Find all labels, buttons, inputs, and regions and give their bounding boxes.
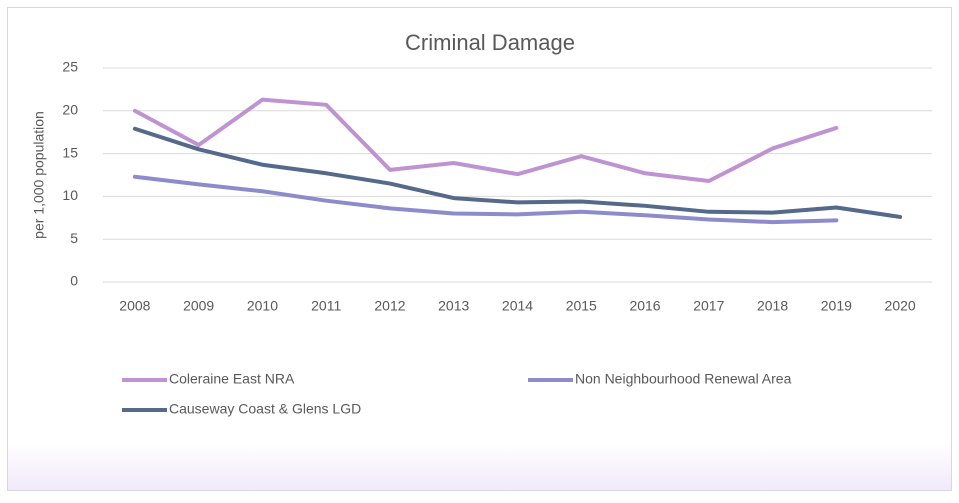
y-tick-label: 15: [62, 144, 78, 160]
x-tick-label: 2012: [374, 298, 405, 314]
y-axis-label: per 1,000 population: [31, 111, 47, 239]
x-tick-label: 2011: [311, 298, 341, 314]
chart-title: Criminal Damage: [405, 30, 575, 55]
series-line: [132, 126, 903, 219]
y-tick-label: 10: [62, 187, 78, 203]
x-tick-label: 2014: [502, 298, 533, 314]
legend-label: Coleraine East NRA: [169, 371, 295, 387]
x-tick-label: 2013: [438, 298, 469, 314]
x-tick-label: 2010: [247, 298, 278, 314]
x-tick-label: 2019: [821, 298, 852, 314]
x-tick-label: 2015: [566, 298, 597, 314]
y-tick-label: 20: [62, 102, 78, 118]
x-tick-label: 2017: [693, 298, 724, 314]
x-tick-label: 2018: [757, 298, 788, 314]
x-tick-label: 2009: [183, 298, 214, 314]
y-tick-label: 0: [70, 273, 78, 289]
x-tick-label: 2020: [885, 298, 916, 314]
series-line: [132, 174, 839, 225]
x-tick-label: 2016: [629, 298, 660, 314]
y-tick-label: 25: [62, 59, 78, 75]
y-tick-label: 5: [70, 230, 78, 246]
legend-label: Causeway Coast & Glens LGD: [169, 401, 361, 417]
legend-label: Non Neighbourhood Renewal Area: [575, 371, 792, 387]
series-line: [132, 97, 839, 183]
chart-frame: [7, 7, 952, 491]
x-tick-label: 2008: [119, 298, 150, 314]
